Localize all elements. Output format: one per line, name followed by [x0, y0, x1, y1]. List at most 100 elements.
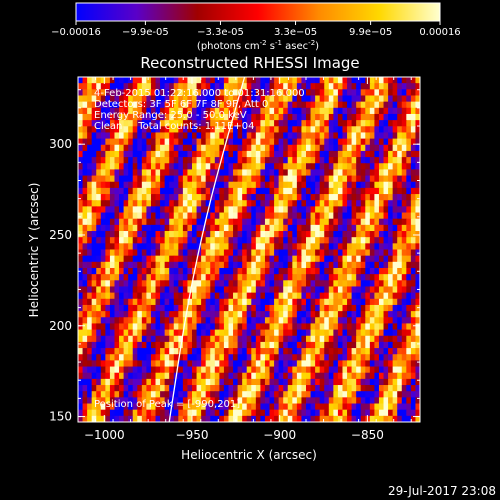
heatmap-cell	[123, 255, 129, 263]
heatmap-cell	[310, 175, 316, 183]
heatmap-cell	[306, 126, 312, 134]
heatmap-cell	[78, 329, 84, 337]
heatmap-cell	[123, 237, 129, 244]
heatmap-cell	[91, 169, 97, 177]
heatmap-cell	[178, 200, 184, 207]
heatmap-cell	[233, 138, 239, 146]
heatmap-cell	[146, 144, 152, 152]
heatmap-cell	[223, 249, 230, 257]
heatmap-cell	[351, 298, 357, 306]
heatmap-cell	[337, 113, 344, 121]
heatmap-cell	[360, 298, 366, 306]
heatmap-cell	[164, 200, 170, 207]
heatmap-cell	[369, 298, 375, 306]
heatmap-cell	[324, 218, 330, 226]
heatmap-cell	[78, 348, 84, 355]
heatmap-cell	[114, 132, 120, 140]
heatmap-cell	[306, 120, 312, 127]
heatmap-cell	[146, 163, 152, 171]
heatmap-cell	[315, 187, 321, 195]
heatmap-cell	[82, 163, 88, 171]
heatmap-cell	[187, 113, 193, 121]
heatmap-cell	[356, 255, 362, 263]
heatmap-cell	[160, 200, 166, 207]
heatmap-cell	[141, 83, 147, 90]
heatmap-cell	[214, 163, 220, 171]
heatmap-cell	[337, 397, 344, 405]
heatmap-cell	[150, 231, 157, 238]
heatmap-cell	[260, 187, 266, 195]
heatmap-cell	[356, 280, 362, 288]
heatmap-cell	[251, 360, 257, 368]
heatmap-cell	[201, 231, 207, 238]
heatmap-cell	[287, 391, 293, 398]
heatmap-cell	[260, 341, 266, 349]
heatmap-cell	[351, 175, 357, 183]
heatmap-cell	[255, 311, 261, 318]
heatmap-cell	[223, 298, 230, 306]
heatmap-cell	[164, 329, 170, 337]
heatmap-cell	[369, 243, 375, 251]
heatmap-cell	[296, 144, 303, 152]
heatmap-cell	[383, 341, 389, 349]
info-line-time: 4-Feb-2015 01:22:16.000 to 01:31:16.000	[94, 88, 305, 99]
heatmap-cell	[319, 311, 325, 318]
heatmap-cell	[155, 231, 161, 238]
heatmap-cell	[360, 317, 366, 325]
heatmap-cell	[315, 354, 321, 361]
heatmap-cell	[100, 175, 106, 183]
heatmap-cell	[87, 194, 93, 201]
heatmap-cell	[246, 181, 252, 189]
heatmap-cell	[205, 95, 211, 103]
heatmap-cell	[228, 261, 234, 269]
heatmap-cell	[374, 372, 380, 380]
heatmap-cell	[292, 385, 298, 392]
heatmap-cell	[182, 298, 189, 306]
heatmap-cell	[296, 181, 303, 189]
heatmap-cell	[397, 157, 403, 164]
heatmap-cell	[255, 83, 261, 90]
heatmap-cell	[246, 403, 252, 411]
heatmap-cell	[319, 267, 325, 275]
heatmap-cell	[251, 187, 257, 195]
heatmap-cell	[296, 89, 303, 97]
heatmap-cell	[251, 144, 257, 152]
heatmap-cell	[283, 231, 289, 238]
heatmap-cell	[278, 292, 284, 300]
heatmap-cell	[114, 206, 120, 214]
heatmap-cell	[283, 249, 289, 257]
heatmap-cell	[114, 366, 120, 374]
heatmap-cell	[96, 194, 102, 201]
heatmap-cell	[260, 267, 266, 275]
heatmap-cell	[328, 255, 334, 263]
heatmap-cell	[205, 304, 211, 312]
heatmap-cell	[114, 107, 120, 115]
heatmap-cell	[333, 150, 339, 158]
info-line-energy: Energy Range: 25.0 - 50.0 keV	[94, 110, 247, 121]
heatmap-cell	[160, 354, 166, 361]
heatmap-cell	[210, 95, 216, 103]
heatmap-cell	[201, 218, 207, 226]
heatmap-cell	[109, 200, 116, 207]
heatmap-cell	[141, 95, 147, 103]
heatmap-cell	[369, 132, 375, 140]
heatmap-cell	[319, 120, 325, 127]
heatmap-cell	[242, 212, 248, 220]
heatmap-cell	[141, 77, 147, 84]
heatmap-cell	[173, 224, 179, 232]
heatmap-cell	[160, 341, 166, 349]
heatmap-cell	[160, 292, 166, 300]
heatmap-cell	[315, 89, 321, 97]
heatmap-cell	[401, 360, 407, 368]
heatmap-cell	[292, 95, 298, 103]
heatmap-cell	[96, 95, 102, 103]
heatmap-cell	[406, 175, 412, 183]
heatmap-cell	[369, 89, 375, 97]
heatmap-cell	[365, 298, 371, 306]
heatmap-cell	[264, 323, 271, 331]
heatmap-cell	[397, 194, 403, 201]
heatmap-cell	[401, 224, 407, 232]
heatmap-cell	[78, 212, 84, 220]
heatmap-cell	[219, 83, 225, 90]
